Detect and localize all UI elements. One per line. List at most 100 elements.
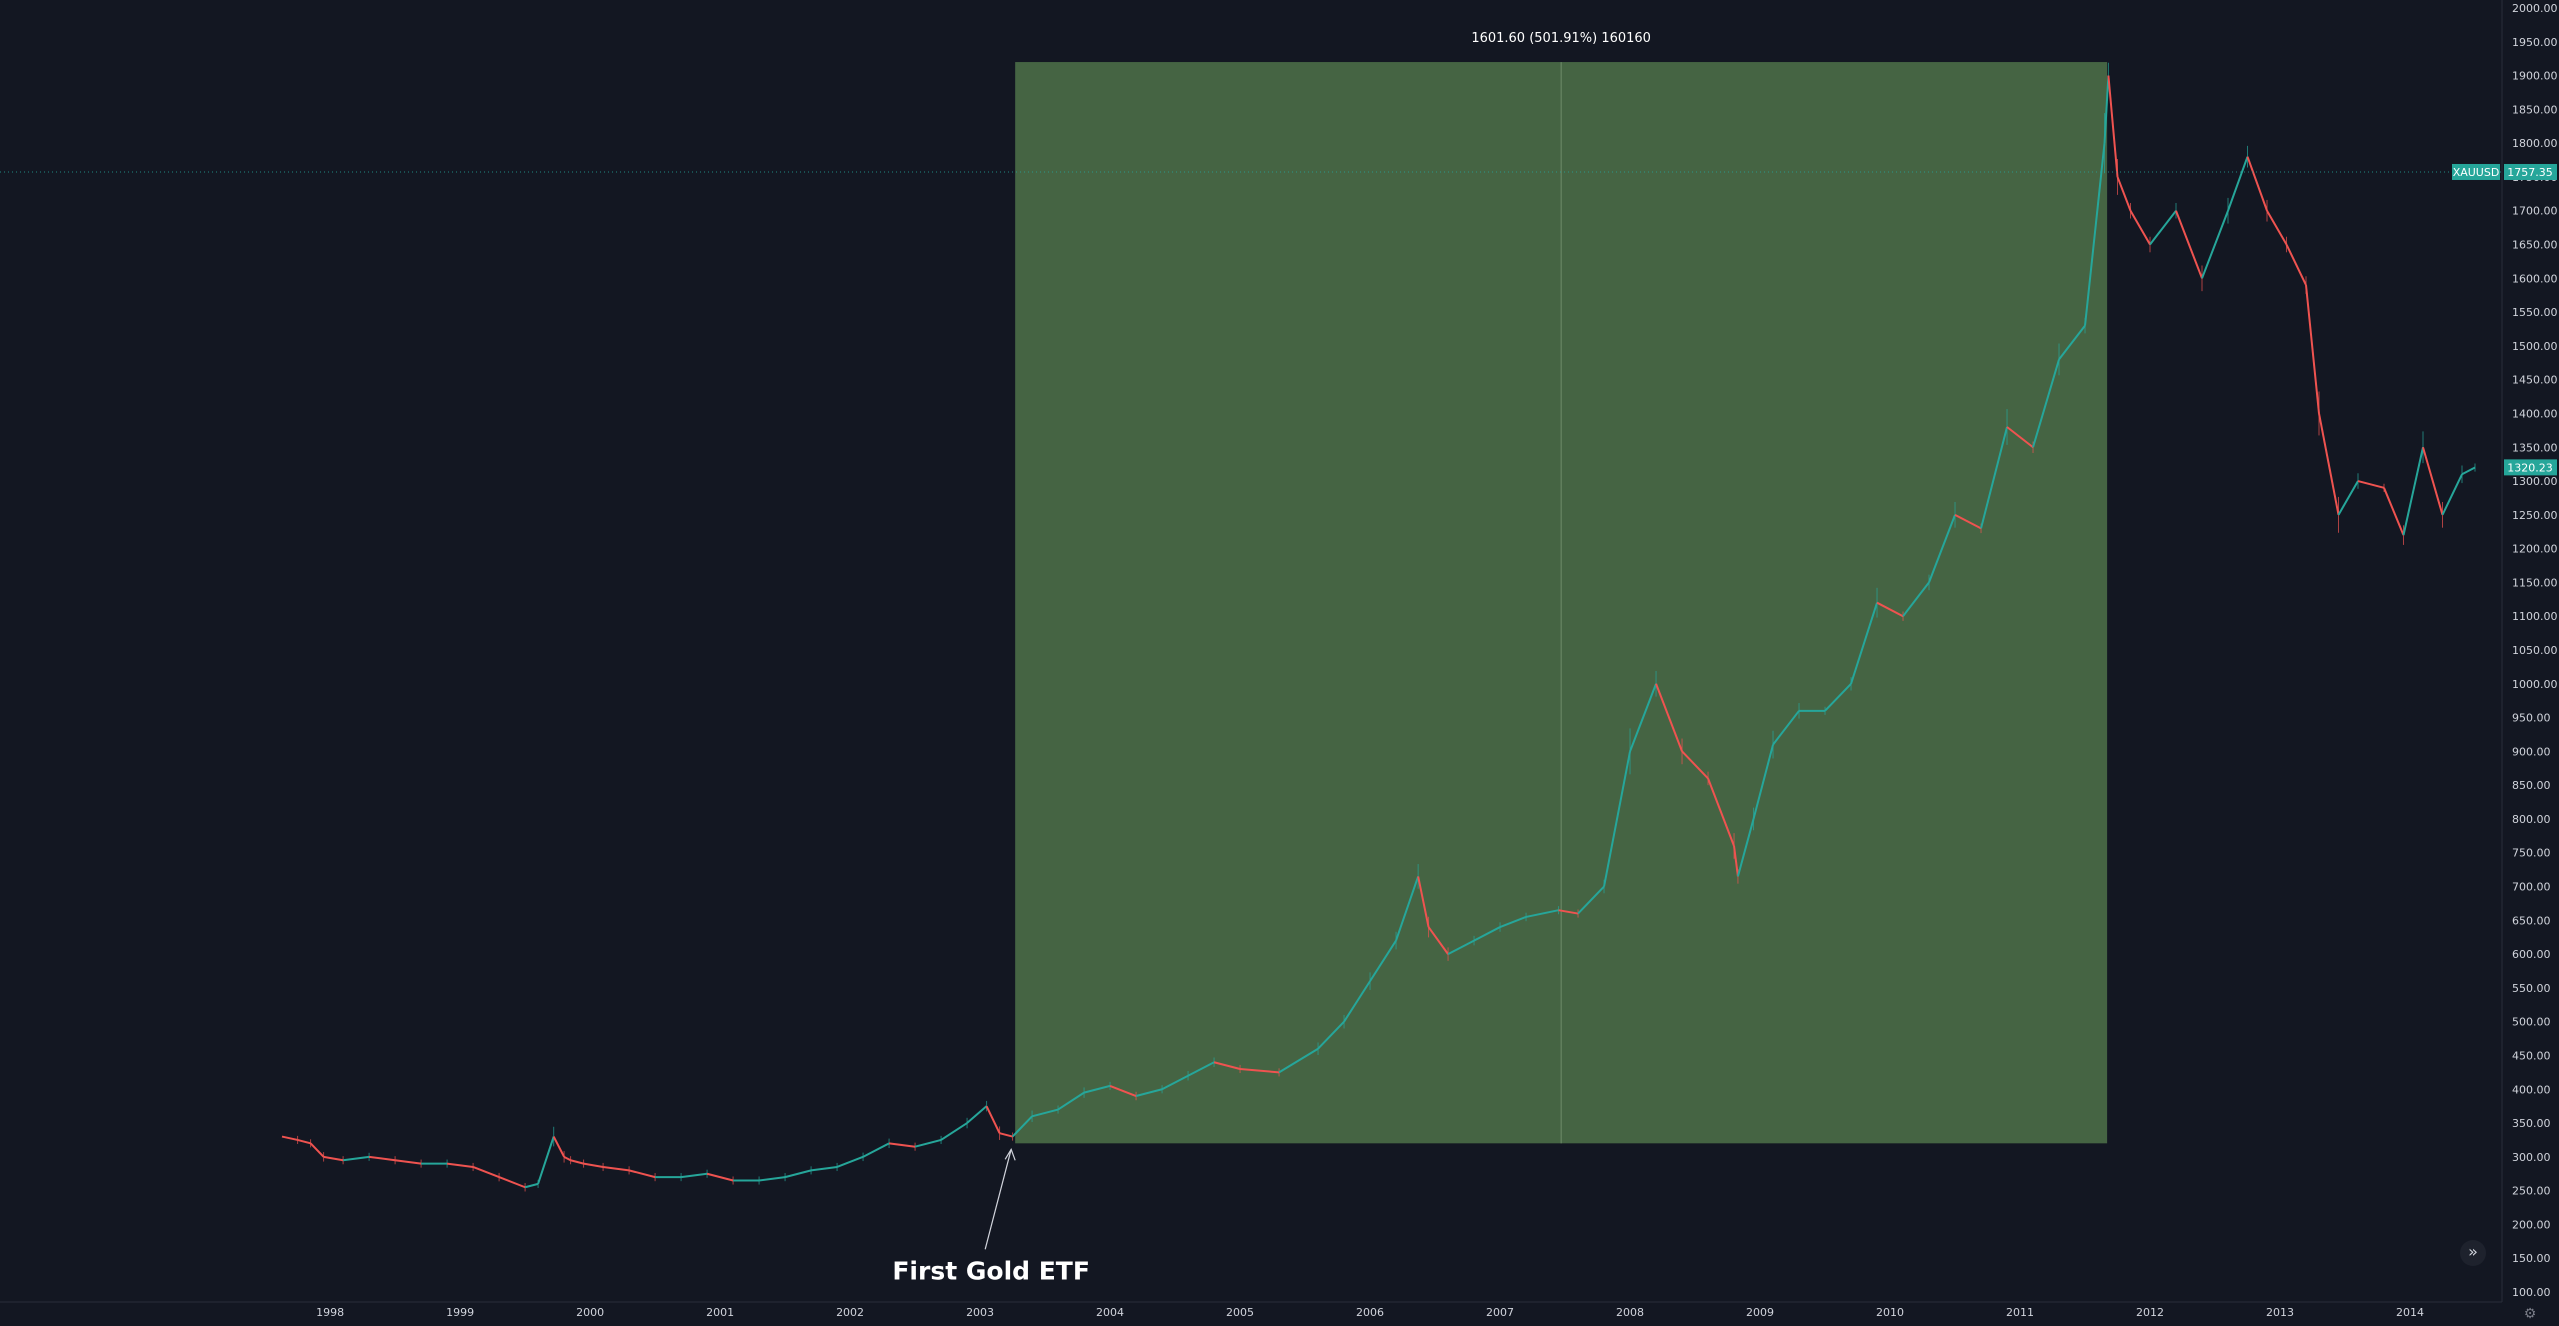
series-segment	[2337, 480, 2359, 516]
series-segment	[1736, 818, 1755, 877]
series-segment	[1109, 1084, 1137, 1097]
y-tick-label: 1500.00	[2512, 340, 2558, 353]
y-tick-label: 100.00	[2512, 1286, 2551, 1299]
series-segment	[1213, 1061, 1241, 1070]
series-segment	[758, 1176, 786, 1182]
symbol-tag-label: XAUUSD	[2453, 166, 2500, 179]
series-segment	[1031, 1108, 1059, 1118]
series-segment	[2006, 426, 2034, 449]
x-tick-label: 2008	[1616, 1306, 1644, 1319]
series-segment	[999, 1132, 1013, 1138]
y-tick-label: 1550.00	[2512, 306, 2558, 319]
series-segment	[2461, 466, 2476, 476]
y-tick-label: 500.00	[2512, 1016, 2551, 1029]
x-tick-label: 2013	[2266, 1306, 2294, 1319]
series-segment	[2103, 75, 2110, 144]
y-tick-label: 750.00	[2512, 847, 2551, 860]
y-tick-label: 1900.00	[2512, 70, 2558, 83]
series-segment	[524, 1182, 539, 1189]
series-segment	[1980, 426, 2008, 529]
y-tick-label: 1950.00	[2512, 36, 2558, 49]
series-segment	[1707, 778, 1735, 847]
symbol-tag-bg	[2452, 163, 2500, 180]
series-segment	[498, 1176, 526, 1189]
series-segment	[2116, 176, 2132, 212]
y-tick-label: 1250.00	[2512, 509, 2558, 522]
series-segment	[1525, 909, 1559, 918]
series-segment	[1824, 683, 1852, 712]
y-tick-label: 1350.00	[2512, 441, 2558, 454]
series-segment	[810, 1165, 838, 1172]
x-tick-label: 2001	[706, 1306, 734, 1319]
series-segment	[2149, 210, 2177, 246]
y-tick-label: 250.00	[2512, 1185, 2551, 1198]
series-segment	[784, 1169, 812, 1179]
series-segment	[368, 1155, 396, 1162]
y-tick-label: 1700.00	[2512, 205, 2558, 218]
y-tick-label: 1850.00	[2512, 103, 2558, 116]
measure-label: 1601.60 (501.91%) 160160	[1471, 31, 1651, 46]
x-tick-label: 2000	[576, 1306, 604, 1319]
series-segment	[1083, 1084, 1111, 1094]
x-tick-label: 2011	[2006, 1306, 2034, 1319]
series-segment	[1447, 939, 1475, 955]
series-segment	[1473, 926, 1501, 942]
annotation-label: First Gold ETF	[892, 1256, 1090, 1285]
series-segment	[940, 1122, 968, 1141]
price-tag-bg	[2504, 459, 2557, 476]
series-segment	[1011, 1115, 1033, 1138]
series-segment	[1876, 601, 1904, 618]
y-tick-label: 1800.00	[2512, 137, 2558, 150]
y-tick-label: 1450.00	[2512, 374, 2558, 387]
series-segment	[394, 1159, 422, 1165]
series-segment	[1772, 710, 1800, 746]
x-tick-label: 1999	[446, 1306, 474, 1319]
annotation-arrow-head	[1004, 1147, 1016, 1161]
series-segment	[446, 1162, 474, 1168]
x-tick-label: 2004	[1096, 1306, 1124, 1319]
series-segment	[1558, 909, 1579, 915]
series-segment	[1057, 1091, 1085, 1111]
series-segment	[1655, 683, 1683, 752]
double-chevron-right-icon: »	[2468, 1242, 2478, 1261]
series-segment	[1577, 885, 1605, 915]
y-tick-label: 400.00	[2512, 1083, 2551, 1096]
series-segment	[552, 1136, 565, 1158]
y-tick-label: 1650.00	[2512, 239, 2558, 252]
y-tick-label: 1400.00	[2512, 407, 2558, 420]
scroll-to-realtime-button[interactable]: »	[2460, 1240, 2486, 1266]
x-tick-label: 2014	[2396, 1306, 2424, 1319]
price-tag-bg	[2504, 163, 2557, 180]
series-segment	[914, 1138, 942, 1148]
price-tag-label: 1757.35	[2507, 166, 2553, 179]
x-tick-label: 2010	[1876, 1306, 1904, 1319]
series-segment	[2084, 143, 2106, 326]
series-segment	[1317, 1020, 1345, 1050]
y-tick-label: 950.00	[2512, 712, 2551, 725]
y-tick-label: 2000.00	[2512, 2, 2558, 15]
y-tick-label: 1300.00	[2512, 475, 2558, 488]
y-tick-label: 550.00	[2512, 982, 2551, 995]
y-tick-label: 800.00	[2512, 813, 2551, 826]
series-segment	[2266, 210, 2288, 246]
y-tick-label: 150.00	[2512, 1252, 2551, 1265]
series-segment	[563, 1155, 572, 1162]
y-tick-label: 850.00	[2512, 779, 2551, 792]
series-segment	[1161, 1074, 1189, 1091]
series-segment	[1499, 916, 1527, 929]
gear-icon[interactable]: ⚙	[2523, 1306, 2537, 1322]
y-tick-label: 1600.00	[2512, 272, 2558, 285]
series-segment	[1187, 1061, 1215, 1077]
series-segment	[1603, 751, 1632, 887]
series-segment	[570, 1159, 584, 1165]
series-segment	[323, 1155, 344, 1162]
y-tick-label: 1100.00	[2512, 610, 2558, 623]
x-tick-label: 2006	[1356, 1306, 1384, 1319]
series-segment	[297, 1138, 311, 1145]
x-tick-label: 2009	[1746, 1306, 1774, 1319]
series-segment	[1681, 750, 1709, 780]
series-segment	[472, 1166, 500, 1179]
series-segment	[1369, 940, 1397, 982]
